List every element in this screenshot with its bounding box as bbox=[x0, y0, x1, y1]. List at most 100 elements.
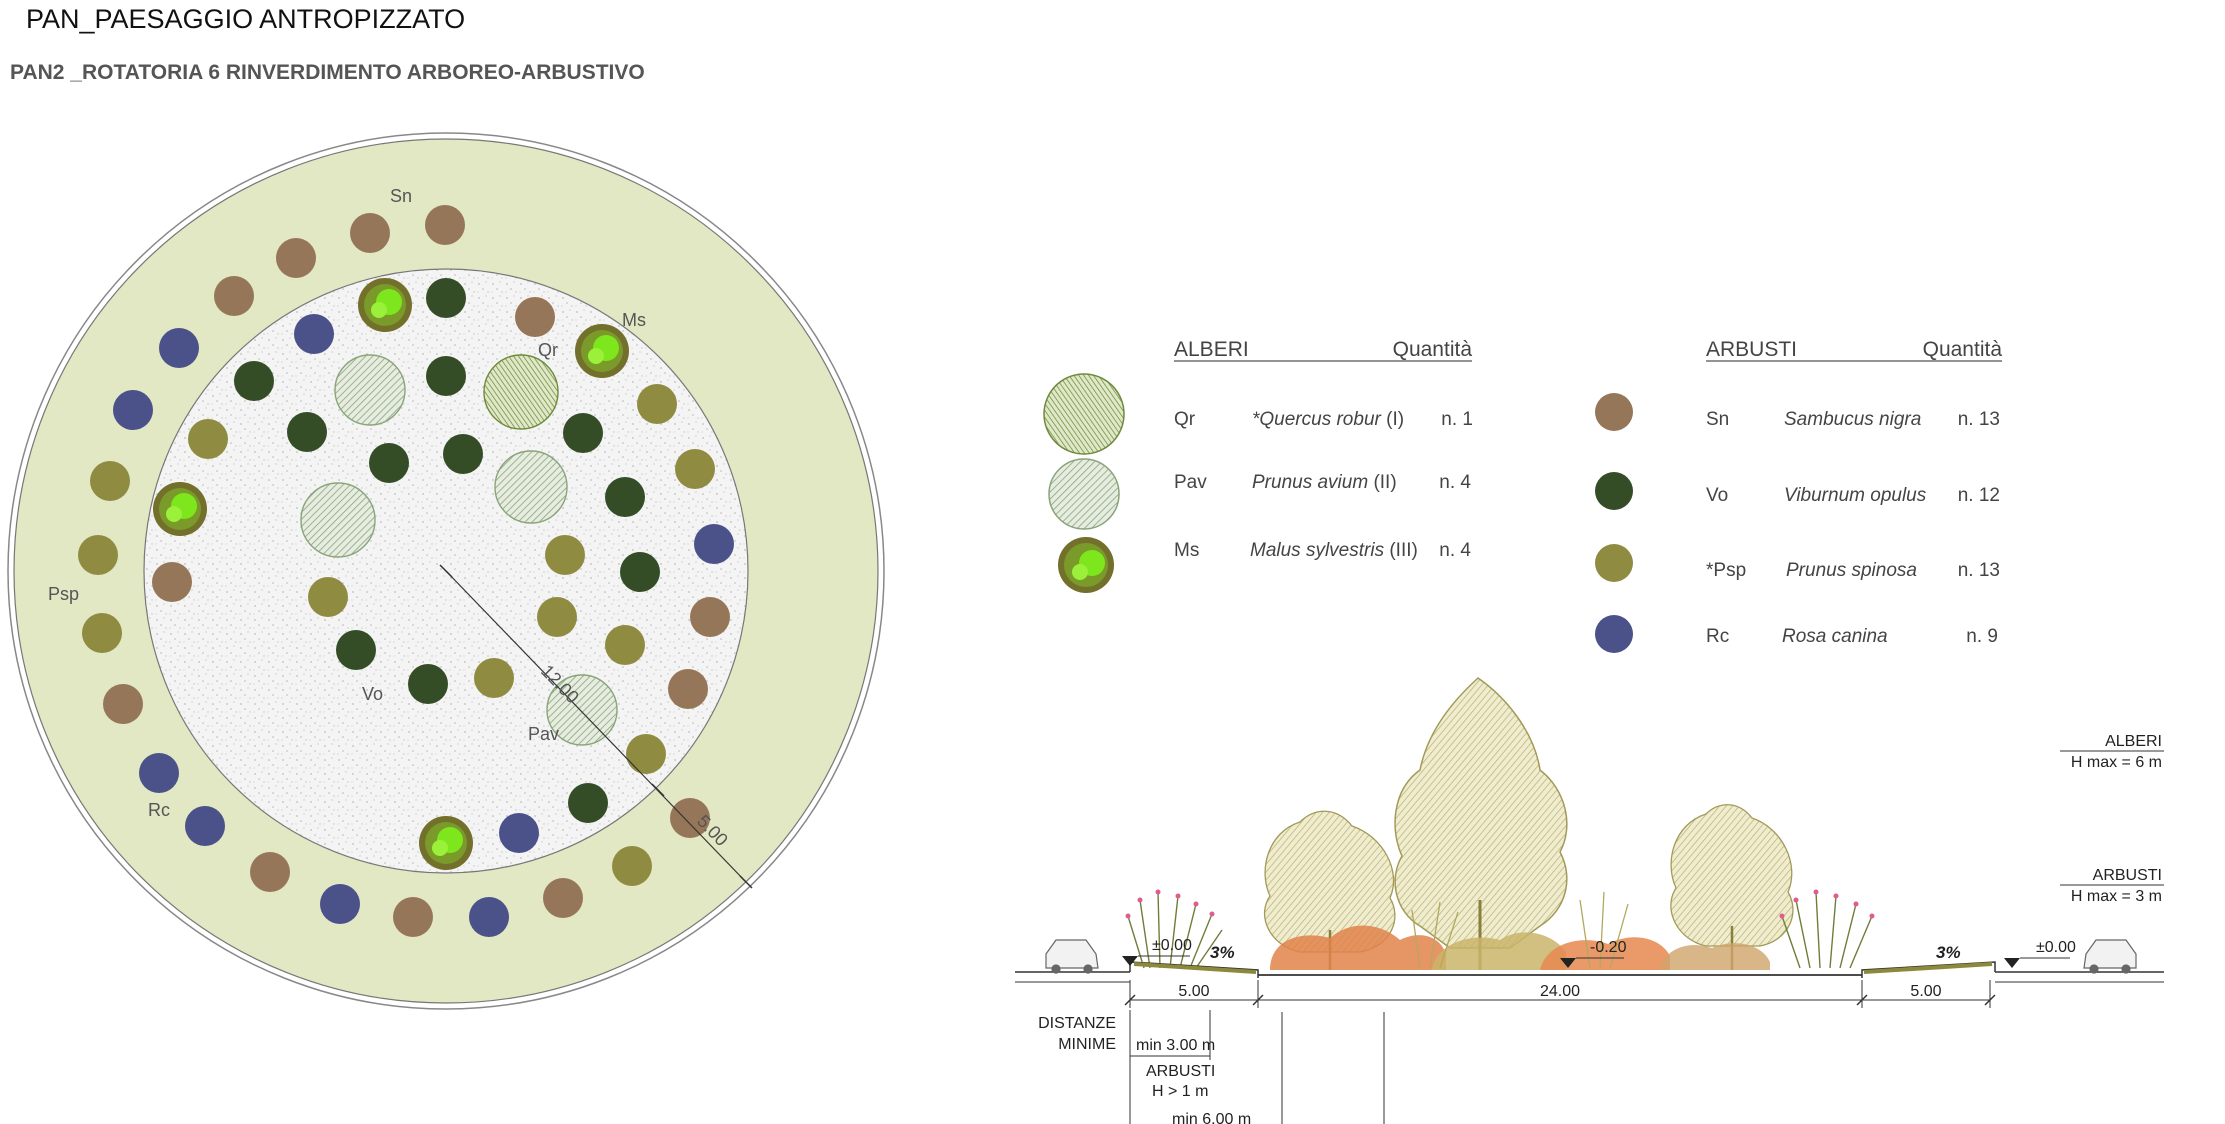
shrub-vo-symbol bbox=[369, 443, 409, 483]
min-6-label: min 6.00 m bbox=[1172, 1111, 1251, 1124]
shrub-sn-symbol bbox=[668, 669, 708, 709]
shrub-psp-symbol bbox=[637, 384, 677, 424]
legend-name-rc: Rosa canina bbox=[1782, 626, 1888, 647]
shrub-sn-symbol bbox=[350, 213, 390, 253]
shrub-psp-symbol bbox=[605, 625, 645, 665]
shrub-sn-symbol bbox=[393, 897, 433, 937]
page-subtitle: PAN2 _ROTATORIA 6 RINVERDIMENTO ARBOREO-… bbox=[10, 61, 645, 84]
shrub-vo-symbol bbox=[426, 278, 466, 318]
tree-ms-symbol bbox=[419, 816, 473, 870]
vo-swatch-icon bbox=[1595, 472, 1633, 510]
shrub-sn-symbol bbox=[152, 562, 192, 602]
legend-code-vo: Vo bbox=[1706, 485, 1728, 506]
legend-qty-vo: n. 12 bbox=[1958, 485, 2000, 506]
car-left-icon bbox=[1045, 939, 1099, 974]
section-alberi-label: ALBERI bbox=[2105, 733, 2162, 750]
ground-profile bbox=[1015, 961, 2164, 983]
shrub-rc-symbol bbox=[159, 328, 199, 368]
section-alberi-hmax: H max = 6 m bbox=[2071, 754, 2162, 771]
page-title: PAN_PAESAGGIO ANTROPIZZATO bbox=[26, 4, 465, 34]
arbusti-min-label: ARBUSTI bbox=[1146, 1063, 1215, 1080]
plant-layer bbox=[78, 205, 734, 937]
minimum-distances: DISTANZE MINIME min 3.00 m ARBUSTI H > 1… bbox=[1038, 1010, 1385, 1124]
shrub-sn-symbol bbox=[276, 238, 316, 278]
legend-name-vo: Viburnum opulus bbox=[1784, 485, 1927, 506]
dim-left: 5.00 bbox=[1178, 983, 1209, 1000]
tree-ms-symbol bbox=[358, 278, 412, 332]
legend-qty-ms: n. 4 bbox=[1439, 540, 1471, 561]
level-center: -0.20 bbox=[1590, 939, 1627, 956]
shrub-vo-symbol bbox=[563, 413, 603, 453]
shrub-psp-symbol bbox=[537, 597, 577, 637]
section-arbusti-hmax: H max = 3 m bbox=[2071, 888, 2162, 905]
shrub-psp-symbol bbox=[188, 419, 228, 459]
shrub-psp-symbol bbox=[626, 734, 666, 774]
legend-qty-sn: n. 13 bbox=[1958, 409, 2000, 430]
shrub-sn-symbol bbox=[250, 852, 290, 892]
section-dimension-chain: 5.00 24.00 5.00 bbox=[1124, 980, 1996, 1008]
legend-qty-qr: n. 1 bbox=[1441, 409, 1473, 430]
tree-pav-symbol bbox=[300, 482, 376, 558]
legend-name-ms: Malus sylvestris (III) bbox=[1250, 540, 1418, 561]
level-marker-right-icon bbox=[2004, 958, 2020, 968]
shrub-vo-symbol bbox=[336, 630, 376, 670]
arbusti-h-label: H > 1 m bbox=[1152, 1083, 1208, 1100]
sn-swatch-icon bbox=[1595, 393, 1633, 431]
legend-trees-qty-header: Quantità bbox=[1393, 338, 1473, 361]
shrub-rc-symbol bbox=[113, 390, 153, 430]
radius-dimension-line bbox=[445, 570, 747, 883]
car-right-icon bbox=[2083, 939, 2137, 974]
level-left: ±0.00 bbox=[1152, 937, 1192, 954]
tree-ms-symbol bbox=[575, 324, 629, 378]
cherry-hatched-icon bbox=[1048, 458, 1120, 530]
slope-right: 3% bbox=[1936, 943, 1961, 962]
shrub-rc-symbol bbox=[320, 884, 360, 924]
shrub-rc-symbol bbox=[294, 314, 334, 354]
shrub-sn-symbol bbox=[214, 276, 254, 316]
shrub-rc-symbol bbox=[499, 813, 539, 853]
legend-trees-header: ALBERI bbox=[1174, 338, 1249, 361]
shrub-vo-symbol bbox=[426, 356, 466, 396]
legend-name-qr: *Quercus robur (I) bbox=[1252, 409, 1404, 430]
shrub-sn-symbol bbox=[425, 205, 465, 245]
label-pav: Pav bbox=[528, 724, 559, 744]
shrub-rc-symbol bbox=[469, 897, 509, 937]
shrub-vo-symbol bbox=[408, 664, 448, 704]
label-sn: Sn bbox=[390, 186, 412, 206]
shrub-sn-symbol bbox=[690, 597, 730, 637]
legend-code-qr: Qr bbox=[1174, 409, 1196, 430]
slope-left: 3% bbox=[1210, 943, 1235, 962]
legend-code-pav: Pav bbox=[1174, 472, 1207, 493]
shrub-vo-symbol bbox=[568, 783, 608, 823]
legend-trees: ALBERI Quantità Qr *Quercus robur (I) n.… bbox=[1043, 338, 1473, 593]
min-3-label: min 3.00 m bbox=[1136, 1037, 1215, 1054]
section-vegetation bbox=[1125, 677, 1875, 970]
min-dist-title-2: MINIME bbox=[1058, 1036, 1116, 1053]
label-ms: Ms bbox=[622, 310, 646, 330]
psp-swatch-icon bbox=[1595, 544, 1633, 582]
shrub-rc-symbol bbox=[694, 524, 734, 564]
shrub-rc-symbol bbox=[139, 753, 179, 793]
label-vo: Vo bbox=[362, 684, 383, 704]
legend-shrubs-header: ARBUSTI bbox=[1706, 338, 1797, 361]
legend-code-psp: *Psp bbox=[1706, 560, 1746, 581]
shrub-psp-symbol bbox=[308, 577, 348, 617]
apple-tree-icon bbox=[1058, 537, 1114, 593]
legend-code-rc: Rc bbox=[1706, 626, 1729, 647]
shrub-psp-symbol bbox=[82, 613, 122, 653]
shrub-vo-symbol bbox=[620, 552, 660, 592]
shrub-rc-symbol bbox=[185, 806, 225, 846]
shrub-vo-symbol bbox=[287, 412, 327, 452]
shrub-sn-symbol bbox=[515, 297, 555, 337]
shrub-psp-symbol bbox=[78, 535, 118, 575]
tree-pav-symbol bbox=[546, 674, 618, 746]
min-dist-title-1: DISTANZE bbox=[1038, 1015, 1116, 1032]
shrub-sn-symbol bbox=[543, 878, 583, 918]
shrub-psp-symbol bbox=[675, 449, 715, 489]
legend-code-ms: Ms bbox=[1174, 540, 1199, 561]
legend-shrubs-qty-header: Quantità bbox=[1923, 338, 2003, 361]
oak-hatched-icon bbox=[1043, 373, 1125, 455]
legend-code-sn: Sn bbox=[1706, 409, 1729, 430]
legend-shrubs: ARBUSTI Quantità Sn Sambucus nigra n. 13… bbox=[1595, 338, 2002, 653]
